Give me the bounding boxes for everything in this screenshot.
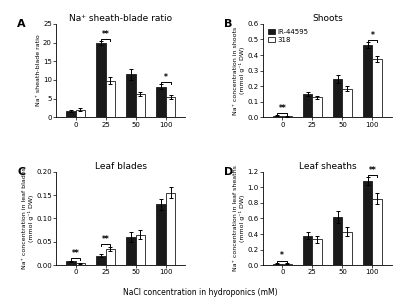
Bar bbox=[342, 232, 352, 265]
Bar bbox=[166, 193, 175, 265]
Bar bbox=[76, 263, 85, 265]
Title: Na⁺ sheath-blade ratio: Na⁺ sheath-blade ratio bbox=[69, 14, 172, 23]
Text: **: ** bbox=[368, 166, 376, 175]
Text: **: ** bbox=[102, 235, 110, 244]
Text: C: C bbox=[17, 167, 25, 177]
Text: **: ** bbox=[278, 104, 286, 113]
Y-axis label: Na⁺ concentration in leaf sheaths
(mmol g⁻¹ DW): Na⁺ concentration in leaf sheaths (mmol … bbox=[233, 165, 245, 271]
Bar bbox=[166, 97, 175, 117]
Bar bbox=[96, 256, 106, 265]
Bar bbox=[312, 240, 322, 265]
Bar bbox=[126, 237, 136, 265]
Title: Leaf blades: Leaf blades bbox=[95, 162, 147, 171]
Text: **: ** bbox=[102, 30, 110, 39]
Text: A: A bbox=[17, 19, 26, 29]
Bar bbox=[303, 236, 312, 265]
Text: **: ** bbox=[72, 249, 80, 258]
Bar bbox=[136, 235, 145, 265]
Bar bbox=[312, 97, 322, 117]
Text: *: * bbox=[370, 31, 374, 40]
Y-axis label: Na⁺ sheath-blade ratio: Na⁺ sheath-blade ratio bbox=[36, 35, 41, 106]
Bar bbox=[333, 217, 342, 265]
Bar bbox=[156, 204, 166, 265]
Bar bbox=[372, 59, 382, 117]
Bar bbox=[136, 94, 145, 117]
Legend: IR-44595, 318: IR-44595, 318 bbox=[266, 27, 310, 44]
Text: *: * bbox=[280, 251, 284, 260]
Bar bbox=[106, 81, 115, 117]
Bar bbox=[156, 87, 166, 117]
Bar bbox=[76, 110, 85, 117]
Bar bbox=[342, 89, 352, 117]
Bar bbox=[363, 45, 372, 117]
Bar bbox=[363, 181, 372, 265]
Bar bbox=[333, 79, 342, 117]
Text: NaCl concentration in hydroponics (mM): NaCl concentration in hydroponics (mM) bbox=[123, 288, 277, 297]
Bar bbox=[273, 116, 282, 117]
Bar bbox=[66, 111, 76, 117]
Title: Leaf sheaths: Leaf sheaths bbox=[298, 162, 356, 171]
Y-axis label: Na⁺ concentration in leaf blades
(mmol g⁻¹ DW): Na⁺ concentration in leaf blades (mmol g… bbox=[22, 167, 34, 269]
Bar bbox=[372, 199, 382, 265]
Bar bbox=[282, 264, 292, 265]
Title: Shoots: Shoots bbox=[312, 14, 343, 23]
Text: *: * bbox=[164, 73, 168, 82]
Bar bbox=[106, 249, 115, 265]
Bar bbox=[126, 74, 136, 117]
Bar bbox=[66, 261, 76, 265]
Bar bbox=[303, 94, 312, 117]
Text: D: D bbox=[224, 167, 233, 177]
Y-axis label: Na⁺ concentration in shoots
(mmol g⁻¹ DW): Na⁺ concentration in shoots (mmol g⁻¹ DW… bbox=[233, 27, 245, 115]
Bar bbox=[273, 264, 282, 265]
Bar bbox=[282, 116, 292, 117]
Text: B: B bbox=[224, 19, 232, 29]
Bar bbox=[96, 43, 106, 117]
